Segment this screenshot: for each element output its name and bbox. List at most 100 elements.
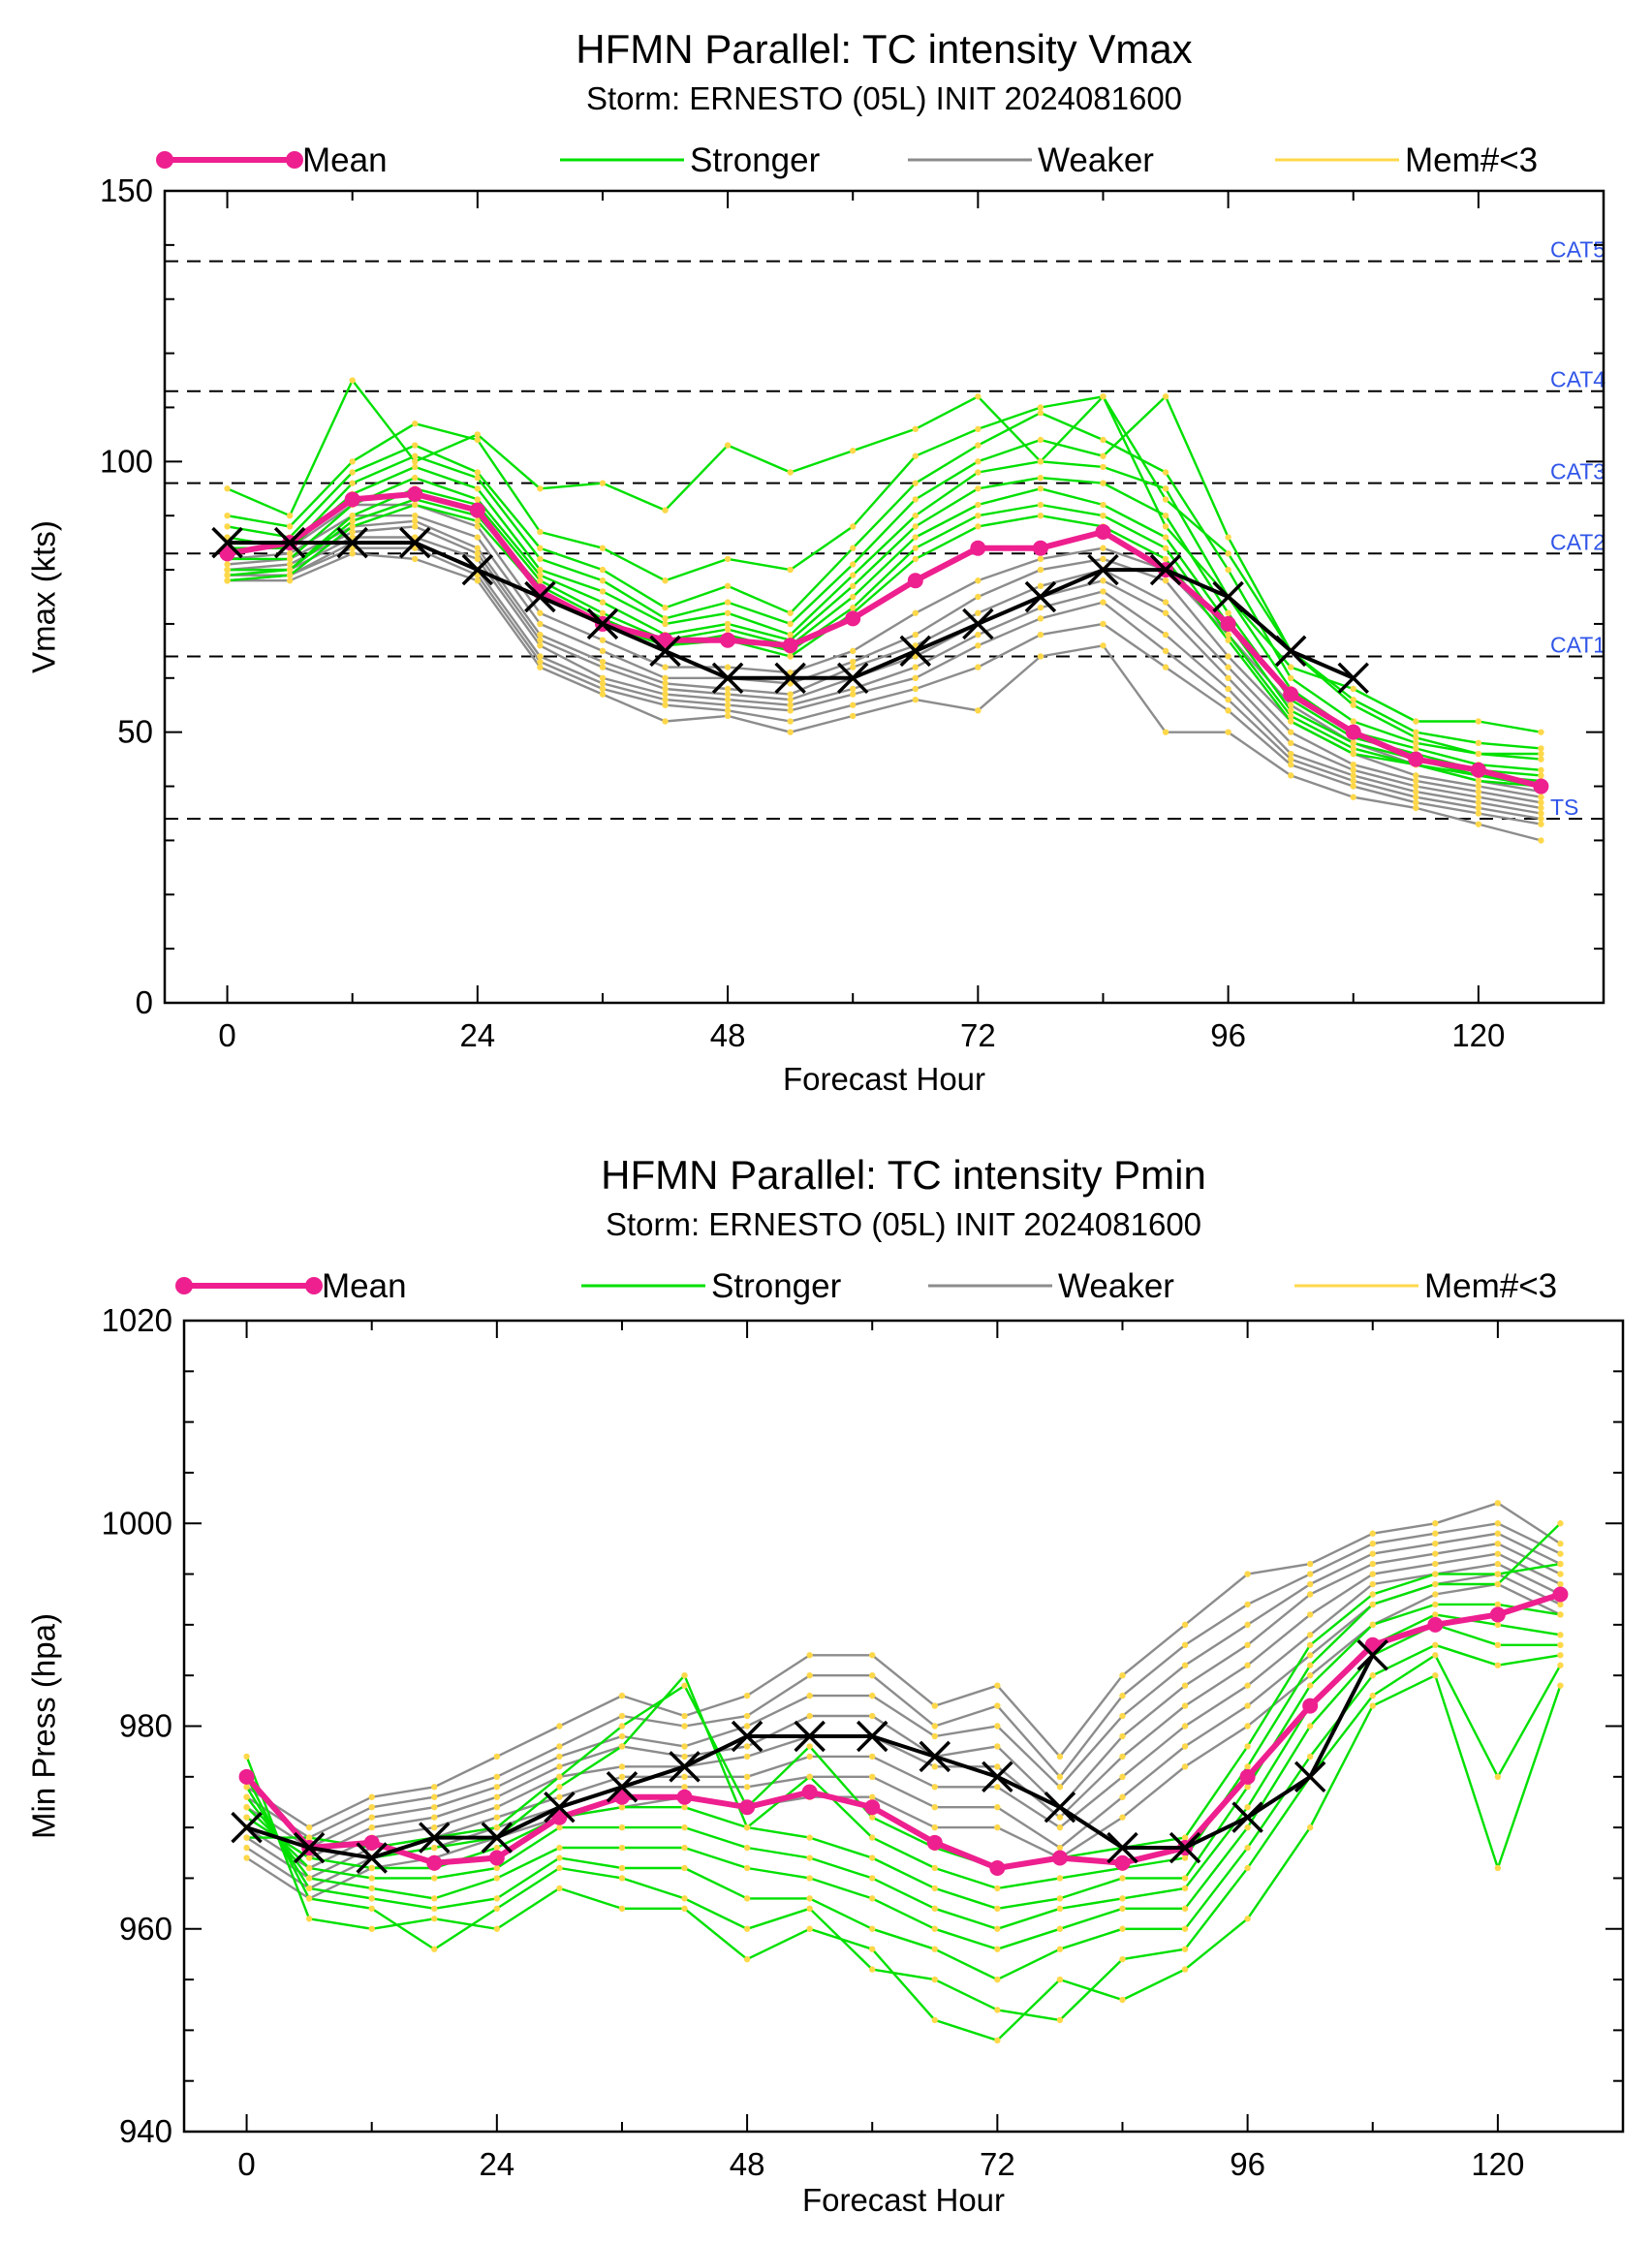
member-point (537, 555, 544, 563)
member-point (537, 642, 544, 649)
official-marker (606, 1771, 639, 1803)
member-point (1056, 1875, 1064, 1882)
member-point (537, 609, 544, 616)
member-point (1181, 1743, 1189, 1750)
member-point (1538, 745, 1544, 752)
member-point (806, 1671, 813, 1679)
member-point (787, 718, 794, 725)
official-marker (1274, 635, 1307, 668)
member-point (724, 664, 732, 670)
member-point (1557, 1540, 1564, 1547)
member-point (787, 620, 794, 628)
member-point (1056, 1946, 1064, 1952)
member-point (1225, 729, 1231, 735)
member-point (1181, 1875, 1189, 1882)
member-point (1244, 1743, 1251, 1750)
member-point (806, 1925, 813, 1932)
pmin-chart-panel: HFMN Parallel: TC intensity Pmin Storm: … (26, 1152, 1625, 2218)
member-point (1100, 501, 1107, 509)
member-point (556, 1823, 563, 1831)
member-point (493, 1814, 501, 1821)
member-point (1475, 804, 1482, 812)
member-point (1037, 436, 1044, 444)
official-marker (962, 608, 994, 640)
member-point (1162, 496, 1169, 503)
member-point (474, 550, 482, 557)
member-point (286, 513, 294, 519)
member-point (1037, 485, 1044, 492)
member-point (994, 1682, 1001, 1689)
member-point (1181, 1966, 1189, 1973)
official-marker (1231, 1801, 1263, 1833)
member-point (1538, 794, 1544, 800)
member-point (1037, 653, 1044, 660)
plot-area (231, 1500, 1569, 2044)
official-marker (481, 1822, 514, 1854)
stronger-member-line (245, 1623, 1561, 1950)
member-point (286, 550, 294, 557)
y-tick-label: 150 (100, 172, 153, 208)
official-marker (399, 526, 431, 559)
member-point (1100, 513, 1107, 519)
member-point (1369, 1702, 1376, 1709)
member-point (1432, 1530, 1439, 1537)
mean-point (1489, 1606, 1506, 1623)
member-point (286, 555, 294, 563)
member-point (1181, 1702, 1189, 1709)
member-point (662, 691, 669, 698)
mean-point (1552, 1586, 1569, 1603)
x-axis-label: Forecast Hour (783, 1061, 985, 1097)
weaker-member-line (245, 1532, 1561, 1850)
legend-label-stronger: Stronger (690, 141, 821, 179)
member-point (931, 1976, 938, 1983)
stronger-member-line (227, 411, 1542, 756)
member-point (1538, 799, 1544, 806)
member-point (556, 1885, 563, 1892)
member-point (493, 1753, 501, 1761)
weaker-member-line (245, 1562, 1561, 1880)
member-point (1244, 1702, 1251, 1709)
weaker-member-line (227, 519, 1542, 804)
member-point (368, 1864, 375, 1872)
member-point (1100, 545, 1107, 551)
member-point (1475, 739, 1482, 747)
member-point (1369, 1550, 1376, 1557)
member-point (1306, 1723, 1314, 1730)
member-point (912, 631, 919, 639)
member-point (806, 1692, 813, 1699)
member-point (850, 593, 857, 601)
x-tick-label: 48 (730, 2146, 765, 2182)
member-point (599, 664, 607, 670)
member-point (368, 1895, 375, 1902)
member-point (599, 680, 607, 687)
member-point (743, 1955, 751, 1963)
member-point (1037, 566, 1044, 574)
member-point (931, 1804, 938, 1811)
member-point (431, 1895, 438, 1902)
official-marker (1169, 1831, 1201, 1864)
member-point (1306, 1671, 1314, 1679)
member-point (1162, 555, 1169, 563)
member-point (1119, 1875, 1126, 1882)
member-point (1306, 1641, 1314, 1649)
member-point (1244, 1641, 1251, 1649)
member-point (1287, 712, 1294, 720)
member-point (1494, 1520, 1502, 1527)
member-point (618, 1723, 626, 1730)
member-point (474, 469, 482, 476)
y-axis-label: Vmax (kts) (26, 520, 62, 673)
member-point (1100, 642, 1107, 649)
weaker-member-line (245, 1573, 1561, 1890)
member-point (724, 442, 732, 449)
member-point (1181, 1662, 1189, 1668)
threshold-label-cat4: CAT4 (1550, 367, 1605, 392)
member-point (1119, 1692, 1126, 1699)
member-point (618, 1804, 626, 1811)
member-point (681, 1743, 688, 1750)
member-point (806, 1895, 813, 1902)
y-tick-label: 50 (117, 714, 153, 750)
member-point (975, 593, 982, 601)
member-point (850, 701, 857, 708)
member-point (1350, 783, 1356, 790)
member-point (850, 664, 857, 670)
